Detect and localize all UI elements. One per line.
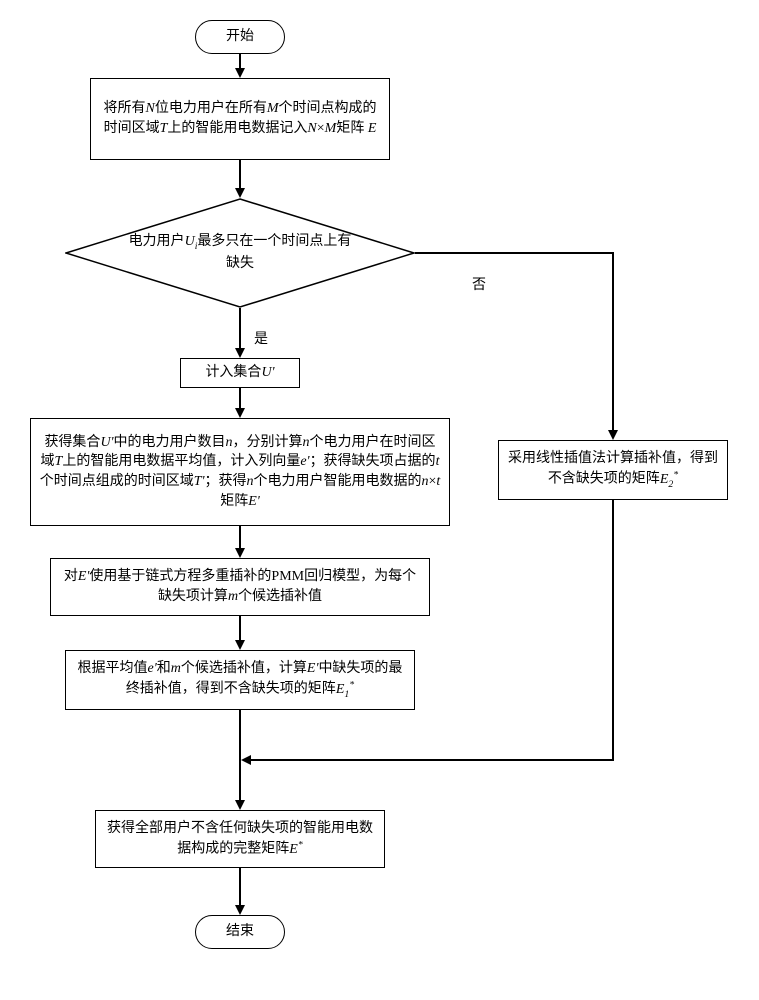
- end-node: 结束: [195, 915, 285, 949]
- arrow-head: [235, 905, 245, 915]
- edge: [612, 500, 614, 761]
- edge: [239, 388, 241, 410]
- process-compute-subset: 获得集合U'中的电力用户数目n，分别计算n个电力用户在时间区域T上的智能用电数据…: [30, 418, 450, 526]
- flowchart-container: 开始 将所有N位电力用户在所有M个时间点构成的时间区域T上的智能用电数据记入N×…: [20, 20, 739, 980]
- arrow-head: [235, 548, 245, 558]
- node-text: 将所有N位电力用户在所有M个时间点构成的时间区域T上的智能用电数据记入N×M矩阵…: [99, 99, 381, 138]
- arrow-head: [241, 755, 251, 765]
- edge: [415, 252, 613, 254]
- node-text: 计入集合U': [205, 363, 274, 383]
- edge: [612, 252, 614, 432]
- process-final-impute: 根据平均值e'和m个候选插补值，计算E'中缺失项的最终插补值，得到不含缺失项的矩…: [65, 650, 415, 710]
- arrow-head: [235, 640, 245, 650]
- process-pmm-regression: 对E'使用基于链式方程多重插补的PMM回归模型，为每个缺失项计算m个候选插补值: [50, 558, 430, 616]
- node-text: 根据平均值e'和m个候选插补值，计算E'中缺失项的最终插补值，得到不含缺失项的矩…: [74, 659, 406, 702]
- node-text: 电力用户Ui最多只在一个时间点上有缺失: [73, 232, 407, 273]
- process-add-set: 计入集合U': [180, 358, 300, 388]
- process-linear-interpolate: 采用线性插值法计算插补值，得到不含缺失项的矩阵E2*: [498, 440, 728, 500]
- process-input-matrix: 将所有N位电力用户在所有M个时间点构成的时间区域T上的智能用电数据记入N×M矩阵…: [90, 78, 390, 160]
- process-complete-matrix: 获得全部用户不含任何缺失项的智能用电数据构成的完整矩阵E*: [95, 810, 385, 868]
- start-node: 开始: [195, 20, 285, 54]
- edge: [239, 868, 241, 907]
- label-no: 否: [470, 274, 488, 294]
- arrow-head: [235, 408, 245, 418]
- node-text: 采用线性插值法计算插补值，得到不含缺失项的矩阵E2*: [507, 449, 719, 492]
- label-yes: 是: [252, 328, 270, 348]
- arrow-head: [235, 800, 245, 810]
- arrow-head: [235, 348, 245, 358]
- edge: [239, 308, 241, 350]
- edge: [239, 616, 241, 642]
- node-text: 获得集合U'中的电力用户数目n，分别计算n个电力用户在时间区域T上的智能用电数据…: [39, 433, 441, 511]
- node-text: 获得全部用户不含任何缺失项的智能用电数据构成的完整矩阵E*: [104, 819, 376, 860]
- arrow-head: [235, 188, 245, 198]
- edge: [250, 759, 614, 761]
- edge: [239, 160, 241, 190]
- node-text: 对E'使用基于链式方程多重插补的PMM回归模型，为每个缺失项计算m个候选插补值: [59, 567, 421, 606]
- arrow-head: [235, 68, 245, 78]
- decision-missing-count: 电力用户Ui最多只在一个时间点上有缺失: [65, 198, 415, 308]
- arrow-head: [608, 430, 618, 440]
- edge: [239, 526, 241, 550]
